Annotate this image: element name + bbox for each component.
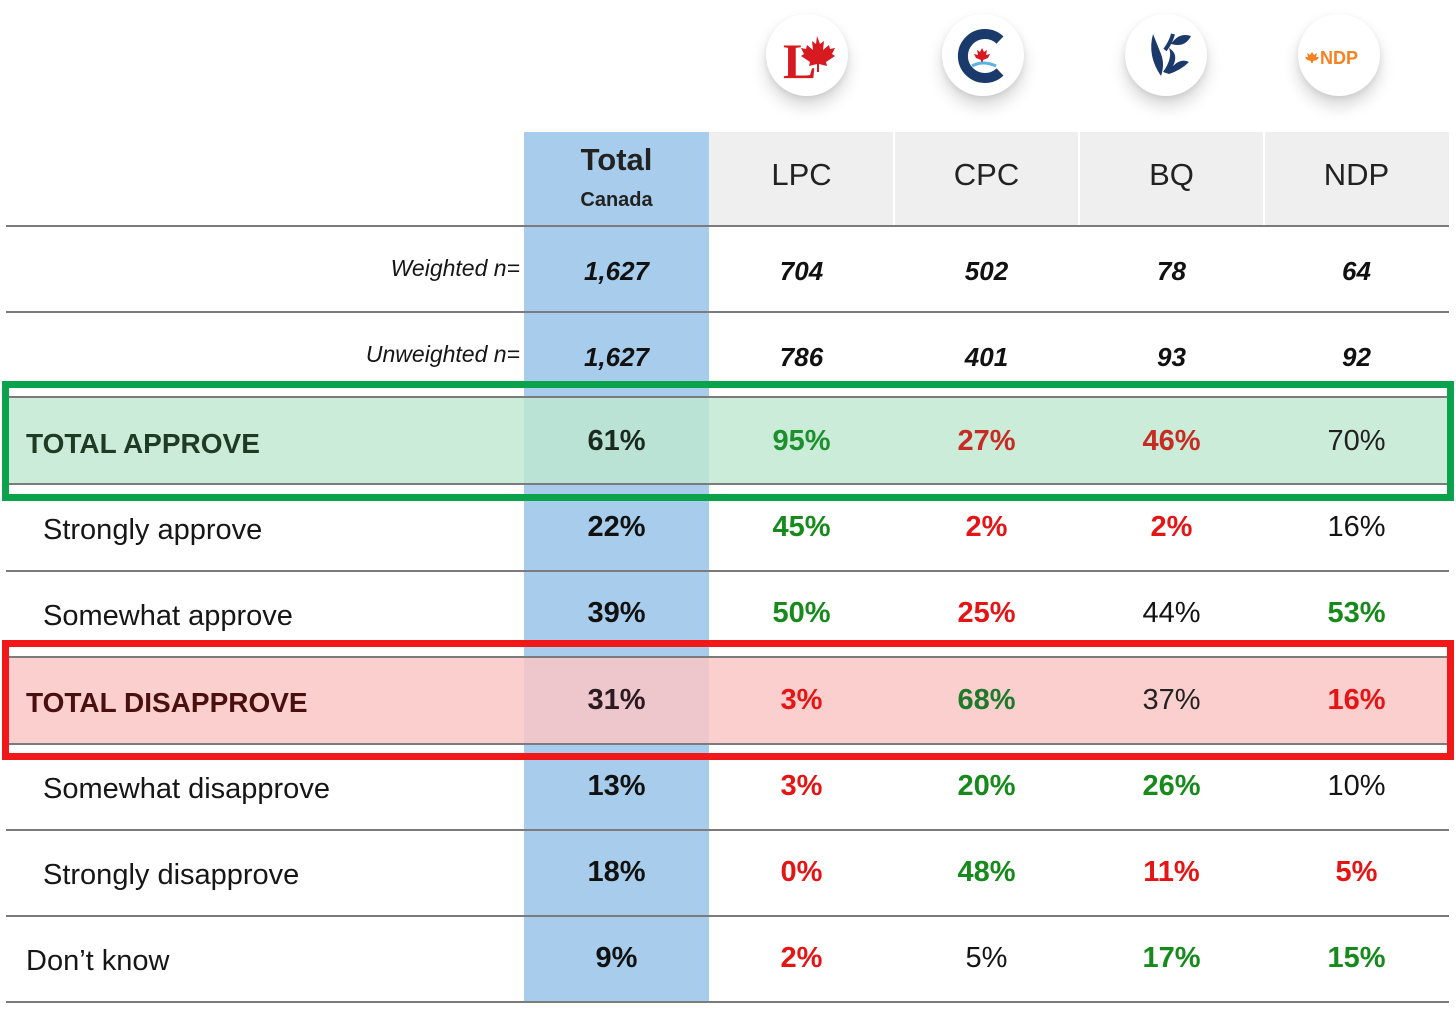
- band-border: [6, 743, 1449, 745]
- weighted-cpc: 502: [964, 256, 1009, 286]
- total-disapprove-lpc: 3%: [780, 684, 823, 716]
- somewhat-approve-lpc: 50%: [772, 597, 831, 629]
- row-divider: [6, 225, 1449, 227]
- conservative-c-icon: [957, 29, 1004, 83]
- total-disapprove-band: [6, 656, 1449, 745]
- somewhat-approve-total: 39%: [587, 597, 646, 629]
- strongly-disapprove-total: 18%: [587, 856, 646, 888]
- somewhat-approve-bq: 44%: [1142, 597, 1201, 629]
- strongly-disapprove-cpc: 48%: [957, 856, 1016, 888]
- somewhat-disapprove-lpc: 3%: [780, 770, 823, 802]
- row-label-total-disapprove: TOTAL DISAPPROVE: [26, 687, 308, 718]
- lpc-logo: L: [766, 14, 848, 96]
- band-border: [6, 396, 1449, 398]
- strongly-disapprove-lpc: 0%: [780, 856, 823, 888]
- somewhat-approve-ndp: 53%: [1327, 597, 1386, 629]
- strongly-disapprove-ndp: 5%: [1335, 856, 1378, 888]
- row-divider: [6, 570, 1449, 572]
- row-divider: [6, 1001, 1449, 1003]
- somewhat-disapprove-cpc: 20%: [957, 770, 1016, 802]
- header-separator: [1263, 132, 1265, 225]
- total-column-subtitle: Canada: [580, 189, 653, 211]
- unweighted-lpc: 786: [779, 342, 824, 372]
- unweighted-bq: 93: [1157, 342, 1186, 372]
- bloc-fleur-icon: [1151, 33, 1191, 76]
- row-label-total-approve: TOTAL APPROVE: [26, 428, 260, 459]
- somewhat-approve-cpc: 25%: [957, 597, 1016, 629]
- bq-logo: [1125, 14, 1207, 96]
- row-divider: [6, 311, 1449, 313]
- row-label-weighted: Weighted n=: [390, 255, 520, 281]
- total-approve-highlight-frame: [2, 381, 1454, 501]
- total-approve-ndp: 70%: [1327, 425, 1386, 457]
- total-column-background: [524, 132, 709, 1002]
- somewhat-disapprove-total: 13%: [587, 770, 646, 802]
- strongly-approve-bq: 2%: [1150, 511, 1193, 543]
- weighted-lpc: 704: [779, 256, 824, 286]
- row-label-somewhat-approve: Somewhat approve: [43, 600, 293, 632]
- total-approve-cpc: 27%: [957, 425, 1016, 457]
- total-disapprove-total: 31%: [587, 684, 646, 716]
- unweighted-cpc: 401: [964, 342, 1009, 372]
- row-label-unweighted: Unweighted n=: [365, 341, 520, 367]
- strongly-approve-cpc: 2%: [965, 511, 1008, 543]
- somewhat-disapprove-ndp: 10%: [1327, 770, 1386, 802]
- strongly-approve-total: 22%: [587, 511, 646, 543]
- strongly-approve-lpc: 45%: [772, 511, 831, 543]
- column-header-bq: BQ: [1149, 157, 1194, 192]
- total-disapprove-ndp: 16%: [1327, 684, 1386, 716]
- column-header-ndp: NDP: [1323, 157, 1390, 192]
- total-disapprove-cpc: 68%: [957, 684, 1016, 716]
- unweighted-total: 1,627: [583, 342, 650, 372]
- dont-know-ndp: 15%: [1327, 942, 1386, 974]
- header-separator: [1078, 132, 1080, 225]
- strongly-approve-ndp: 16%: [1327, 511, 1386, 543]
- row-label-strongly-approve: Strongly approve: [43, 514, 263, 546]
- total-disapprove-highlight-frame: [2, 640, 1454, 760]
- ndp-logo: NDP: [1298, 14, 1380, 96]
- row-divider: [6, 915, 1449, 917]
- weighted-ndp: 64: [1342, 256, 1371, 286]
- total-approve-lpc: 95%: [772, 425, 831, 457]
- band-border: [6, 483, 1449, 485]
- total-approve-total: 61%: [587, 425, 646, 457]
- row-divider: [6, 829, 1449, 831]
- band-border: [6, 656, 1449, 658]
- row-label-strongly-disapprove: Strongly disapprove: [43, 859, 300, 891]
- dont-know-cpc: 5%: [965, 942, 1008, 974]
- header-separator: [893, 132, 895, 225]
- cpc-logo: [942, 14, 1024, 96]
- total-approve-bq: 46%: [1142, 425, 1201, 457]
- maple-leaf-icon: L: [783, 33, 835, 89]
- total-column-title: Total: [580, 142, 653, 177]
- strongly-disapprove-bq: 11%: [1143, 856, 1200, 888]
- dont-know-total: 9%: [595, 942, 638, 974]
- somewhat-disapprove-bq: 26%: [1142, 770, 1201, 802]
- row-label-dont-know: Don’t know: [26, 945, 170, 977]
- weighted-bq: 78: [1157, 256, 1186, 286]
- weighted-total: 1,627: [583, 256, 650, 286]
- unweighted-ndp: 92: [1342, 342, 1371, 372]
- column-header-lpc: LPC: [771, 157, 832, 192]
- ndp-icon: NDP: [1305, 48, 1358, 68]
- dont-know-bq: 17%: [1142, 942, 1201, 974]
- total-disapprove-bq: 37%: [1142, 684, 1201, 716]
- column-header-cpc: CPC: [953, 157, 1020, 192]
- dont-know-lpc: 2%: [780, 942, 823, 974]
- total-approve-band: [6, 396, 1449, 485]
- svg-text:NDP: NDP: [1320, 48, 1358, 68]
- row-label-somewhat-disapprove: Somewhat disapprove: [43, 773, 330, 805]
